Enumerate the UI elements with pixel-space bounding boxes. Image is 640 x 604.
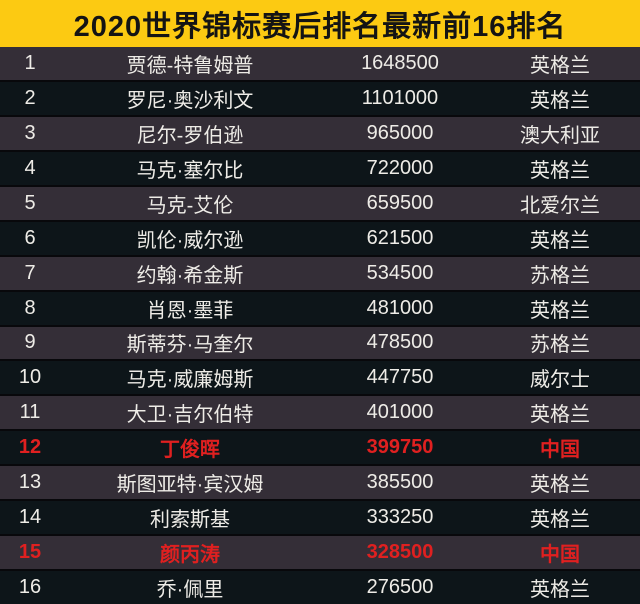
table-row: 15 颜丙涛 328500 中国 — [0, 536, 640, 572]
points-cell: 399750 — [366, 436, 434, 459]
player-name-cell: 肖恩·墨菲 — [146, 299, 234, 322]
country-cell: 苏格兰 — [530, 334, 590, 357]
player-name-cell: 利索斯基 — [150, 509, 230, 532]
table-row: 5 马克-艾伦 659500 北爱尔兰 — [0, 186, 640, 222]
points-cell: 621500 — [366, 226, 434, 249]
points-cell: 722000 — [366, 156, 434, 179]
points-cell: 534500 — [366, 261, 434, 284]
country-cell: 澳大利亚 — [520, 124, 600, 147]
rank-cell: 10 — [18, 366, 42, 389]
table-row: 14 利索斯基 333250 英格兰 — [0, 501, 640, 537]
ranking-table: 1 贾德-特鲁姆普 1648500 英格兰 2 罗尼·奥沙利文 1101000 … — [0, 47, 640, 604]
title-bar: 2020世界锦标赛后排名最新前16排名 — [0, 0, 640, 47]
table-row: 16 乔·佩里 276500 英格兰 — [0, 571, 640, 604]
player-name-cell: 乔·佩里 — [156, 579, 224, 602]
points-cell: 385500 — [366, 471, 434, 494]
player-name-cell: 尼尔-罗伯逊 — [136, 124, 244, 147]
page-title: 2020世界锦标赛后排名最新前16排名 — [73, 10, 567, 43]
points-cell: 481000 — [366, 296, 434, 319]
points-cell: 1101000 — [361, 86, 439, 109]
rank-cell: 1 — [24, 51, 36, 74]
points-cell: 447750 — [366, 366, 434, 389]
points-cell: 333250 — [366, 506, 434, 529]
table-row: 7 约翰·希金斯 534500 苏格兰 — [0, 256, 640, 292]
points-cell: 478500 — [366, 331, 434, 354]
rank-cell: 5 — [24, 191, 36, 214]
player-name-cell: 斯图亚特·宾汉姆 — [116, 474, 264, 497]
points-cell: 659500 — [366, 191, 434, 214]
player-name-cell: 凯伦·威尔逊 — [136, 229, 244, 252]
table-row: 13 斯图亚特·宾汉姆 385500 英格兰 — [0, 466, 640, 502]
rank-cell: 15 — [18, 541, 42, 564]
rank-cell: 11 — [19, 401, 41, 424]
country-cell: 英格兰 — [530, 509, 590, 532]
points-cell: 401000 — [366, 401, 434, 424]
table-row: 1 贾德-特鲁姆普 1648500 英格兰 — [0, 47, 640, 82]
rank-cell: 8 — [24, 296, 36, 319]
player-name-cell: 马克-艾伦 — [146, 194, 234, 217]
country-cell: 北爱尔兰 — [520, 194, 600, 217]
table-row: 11 大卫·吉尔伯特 401000 英格兰 — [0, 396, 640, 432]
country-cell: 威尔士 — [530, 369, 590, 392]
points-cell: 965000 — [366, 121, 434, 144]
country-cell: 中国 — [540, 439, 580, 462]
rank-cell: 3 — [24, 121, 36, 144]
rank-cell: 12 — [18, 436, 42, 459]
country-cell: 英格兰 — [530, 89, 590, 112]
country-cell: 英格兰 — [530, 404, 590, 427]
country-cell: 中国 — [540, 544, 580, 567]
rank-cell: 7 — [24, 261, 36, 284]
player-name-cell: 马克·塞尔比 — [136, 159, 244, 182]
table-row: 2 罗尼·奥沙利文 1101000 英格兰 — [0, 81, 640, 117]
points-cell: 1648500 — [361, 51, 439, 74]
player-name-cell: 丁俊晖 — [160, 439, 220, 462]
points-cell: 328500 — [366, 541, 434, 564]
country-cell: 英格兰 — [530, 579, 590, 602]
country-cell: 英格兰 — [530, 474, 590, 497]
rank-cell: 14 — [18, 506, 42, 529]
table-row: 3 尼尔-罗伯逊 965000 澳大利亚 — [0, 116, 640, 152]
table-row: 9 斯蒂芬·马奎尔 478500 苏格兰 — [0, 326, 640, 362]
rank-cell: 2 — [24, 86, 36, 109]
table-row: 8 肖恩·墨菲 481000 英格兰 — [0, 291, 640, 327]
country-cell: 英格兰 — [530, 54, 590, 77]
player-name-cell: 贾德-特鲁姆普 — [126, 54, 254, 77]
rank-cell: 16 — [18, 576, 42, 599]
table-row: 10 马克·威廉姆斯 447750 威尔士 — [0, 361, 640, 397]
rank-cell: 6 — [24, 226, 36, 249]
player-name-cell: 约翰·希金斯 — [136, 264, 244, 287]
table-row: 12 丁俊晖 399750 中国 — [0, 431, 640, 467]
player-name-cell: 斯蒂芬·马奎尔 — [126, 334, 254, 357]
table-row: 6 凯伦·威尔逊 621500 英格兰 — [0, 221, 640, 257]
rank-cell: 4 — [24, 156, 36, 179]
player-name-cell: 罗尼·奥沙利文 — [126, 89, 254, 112]
player-name-cell: 马克·威廉姆斯 — [126, 369, 254, 392]
rank-cell: 13 — [18, 471, 42, 494]
player-name-cell: 大卫·吉尔伯特 — [126, 404, 254, 427]
table-row: 4 马克·塞尔比 722000 英格兰 — [0, 151, 640, 187]
rank-cell: 9 — [24, 331, 36, 354]
player-name-cell: 颜丙涛 — [160, 544, 220, 567]
country-cell: 苏格兰 — [530, 264, 590, 287]
country-cell: 英格兰 — [530, 229, 590, 252]
country-cell: 英格兰 — [530, 299, 590, 322]
country-cell: 英格兰 — [530, 159, 590, 182]
points-cell: 276500 — [366, 576, 434, 599]
